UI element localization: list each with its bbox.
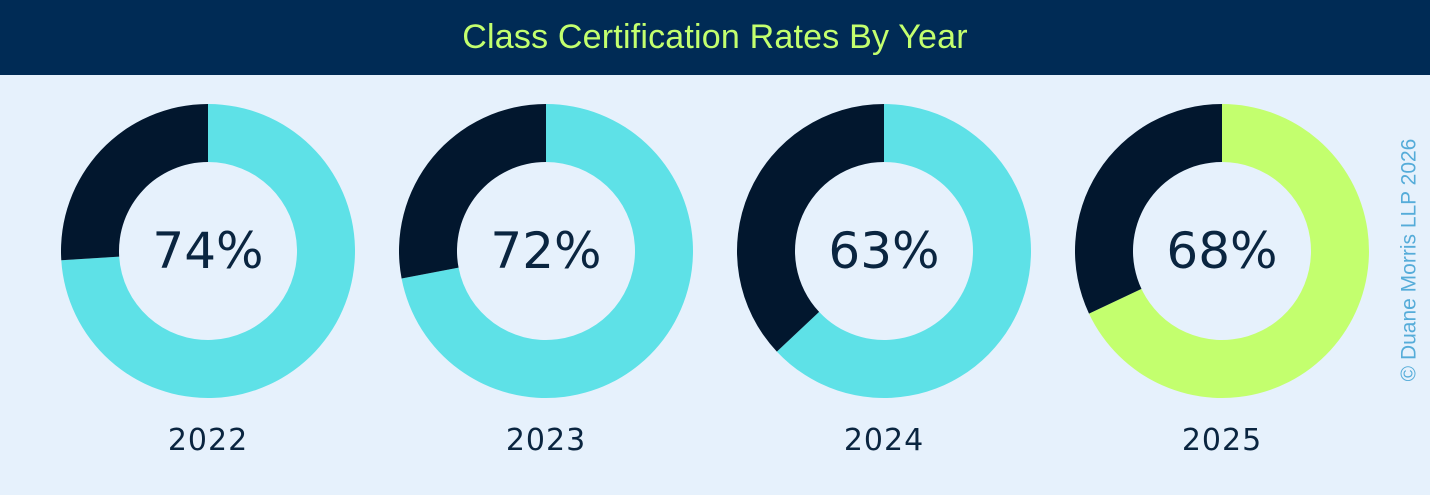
donut-svg-2025 [1075,104,1369,398]
donut-charts-area: 74% 2022 72% 2023 63% 2024 68% 2025 [0,75,1430,495]
donut-slice-remainder-2022 [60,104,208,261]
page-title: Class Certification Rates By Year [462,18,968,56]
donut-slice-remainder-2024 [737,103,884,352]
donut-slice-rate-2023 [401,104,693,398]
donut-chart-2022: 74% [60,103,356,399]
donut-slice-remainder-2023 [399,104,546,279]
donut-slice-rate-2022 [61,104,355,398]
year-label-2023: 2023 [505,423,587,458]
copyright-text: © Duane Morris LLP 2026 [1397,138,1421,382]
header-bar: Class Certification Rates By Year [0,0,1430,75]
donut-label-2025: 68% [1166,222,1278,280]
donut-slice-remainder-2025 [1075,104,1222,314]
donut-slice-rate-2024 [776,104,1031,398]
copyright-notice: © Duane Morris LLP 2026 [1392,115,1426,405]
donut-label-2023: 72% [490,222,602,280]
donut-slice-rate-2025 [1088,104,1369,398]
donut-chart-2023: 72% [398,103,694,399]
donut-chart-2025: 68% [1074,103,1370,399]
donut-label-2024: 63% [828,222,940,280]
year-label-2022: 2022 [167,423,249,458]
donut-svg-2022 [60,104,355,398]
year-label-2024: 2024 [843,423,925,458]
donut-label-2022: 74% [152,222,264,280]
year-label-2025: 2025 [1181,423,1263,458]
donut-svg-2023 [399,104,693,398]
donut-chart-2024: 63% [736,103,1032,399]
donut-svg-2024 [737,103,1031,398]
